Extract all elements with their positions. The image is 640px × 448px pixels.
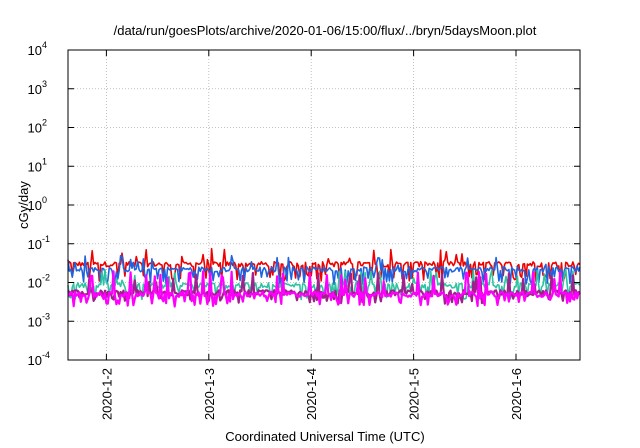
y-tick-exponent: -3 (42, 311, 50, 321)
x-tick-label: 2020-1-6 (509, 368, 524, 420)
tick-marks (68, 49, 580, 361)
series-layer (67, 247, 581, 308)
y-tick-label: 10 (28, 276, 42, 291)
y-tick-exponent: -4 (42, 350, 50, 360)
y-tick-label: 10 (28, 82, 42, 97)
y-tick-exponent: 3 (42, 79, 47, 89)
y-tick-exponent: 4 (42, 40, 47, 50)
y-tick-label: 10 (28, 198, 42, 213)
y-tick-exponent: 2 (42, 118, 47, 128)
y-tick-label: 10 (28, 353, 42, 368)
y-tick-label: 10 (28, 314, 42, 329)
x-tick-label: 2020-1-4 (304, 368, 319, 420)
chart-title: /data/run/goesPlots/archive/2020-01-06/1… (114, 23, 537, 38)
y-tick-exponent: 1 (42, 156, 47, 166)
x-tick-labels: 2020-1-2 2020-1-3 2020-1-4 2020-1-5 2020-1-6 (99, 368, 524, 420)
series-line-2 (67, 254, 581, 286)
y-tick-label: 10 (28, 43, 42, 58)
y-tick-exponent: -1 (42, 234, 50, 244)
series-line-5 (67, 270, 581, 308)
y-tick-label: 10 (28, 159, 42, 174)
y-tick-exponent: 0 (42, 195, 47, 205)
x-tick-label: 2020-1-2 (99, 368, 114, 420)
y-axis-label: cGy/day (16, 181, 31, 229)
x-axis-label: Coordinated Universal Time (UTC) (225, 429, 424, 444)
y-tick-exponent: -2 (42, 273, 50, 283)
grid-lines (68, 50, 580, 360)
y-tick-label: 10 (28, 121, 42, 136)
x-tick-label: 2020-1-5 (407, 368, 422, 420)
x-tick-label: 2020-1-3 (202, 368, 217, 420)
y-tick-label: 10 (28, 237, 42, 252)
